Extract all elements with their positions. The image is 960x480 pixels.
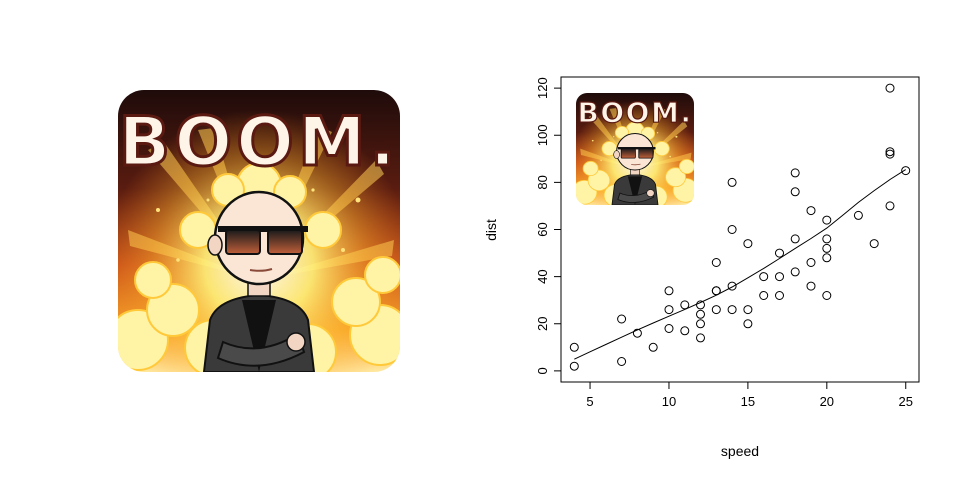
data-point	[853, 210, 863, 220]
data-point	[648, 342, 658, 352]
x-tick-label: 25	[899, 394, 913, 409]
boom-graphic: BOOM.	[117, 90, 400, 372]
data-point	[664, 286, 674, 296]
data-point	[790, 234, 800, 244]
y-tick-label: 20	[535, 317, 550, 331]
data-point	[743, 305, 753, 315]
data-point	[727, 177, 737, 187]
data-point	[822, 243, 832, 253]
data-point	[885, 149, 895, 159]
y-tick-label: 120	[535, 77, 550, 99]
x-tick-label: 10	[662, 394, 676, 409]
boom-title: BOOM.	[119, 103, 400, 182]
data-point	[632, 328, 642, 338]
inset-boom-graphic: BOOM.	[576, 93, 694, 205]
data-point	[885, 83, 895, 93]
data-point	[711, 286, 721, 296]
data-point	[727, 225, 737, 234]
data-point	[743, 239, 753, 249]
y-tick-label: 60	[535, 222, 550, 236]
data-point	[790, 187, 800, 197]
data-point	[822, 215, 832, 225]
inset-boom-title: BOOM.	[578, 96, 693, 129]
data-point	[664, 305, 674, 315]
x-tick-label: 20	[820, 394, 834, 409]
data-point	[790, 267, 800, 277]
data-points	[569, 83, 911, 371]
data-point	[727, 305, 737, 315]
y-tick-label: 40	[535, 269, 550, 283]
data-point	[711, 305, 721, 315]
y-axis: 0 20 40 60 80 100 120	[535, 77, 562, 374]
data-point	[885, 201, 895, 211]
y-axis-title: dist	[483, 219, 499, 241]
data-point	[696, 319, 705, 329]
data-point	[727, 281, 737, 291]
data-point	[775, 291, 784, 300]
data-point	[885, 147, 895, 157]
data-point	[775, 248, 784, 258]
smooth-line	[574, 169, 906, 360]
x-axis-title: speed	[721, 443, 759, 459]
data-point	[901, 166, 911, 176]
y-tick-label: 80	[535, 175, 550, 189]
x-tick-label: 5	[586, 394, 593, 409]
data-point	[569, 342, 579, 352]
data-point	[775, 272, 784, 282]
data-point	[617, 357, 627, 366]
data-point	[869, 239, 879, 249]
y-tick-label: 0	[535, 367, 550, 374]
data-point	[822, 253, 832, 263]
data-point	[822, 291, 832, 300]
data-point	[743, 319, 753, 329]
data-point	[790, 168, 800, 178]
x-axis: 5 10 15 20 25	[586, 381, 913, 409]
data-point	[759, 291, 769, 300]
data-point	[806, 258, 816, 267]
data-point	[711, 258, 721, 267]
x-tick-label: 15	[741, 394, 755, 409]
data-point	[696, 333, 705, 343]
data-point	[664, 324, 674, 333]
data-point	[680, 326, 690, 336]
data-point	[696, 300, 705, 310]
data-point	[806, 281, 816, 291]
scatter-plot: BOOM. 5 10 15 20 25 0 20 40 60 80 100 120 speed di…	[483, 76, 920, 459]
data-point	[759, 272, 769, 282]
y-tick-label: 100	[535, 124, 550, 146]
data-point	[617, 314, 627, 324]
data-point	[696, 309, 705, 319]
data-point	[822, 234, 832, 244]
data-point	[806, 206, 816, 216]
data-point	[569, 361, 579, 371]
data-point	[680, 300, 690, 310]
